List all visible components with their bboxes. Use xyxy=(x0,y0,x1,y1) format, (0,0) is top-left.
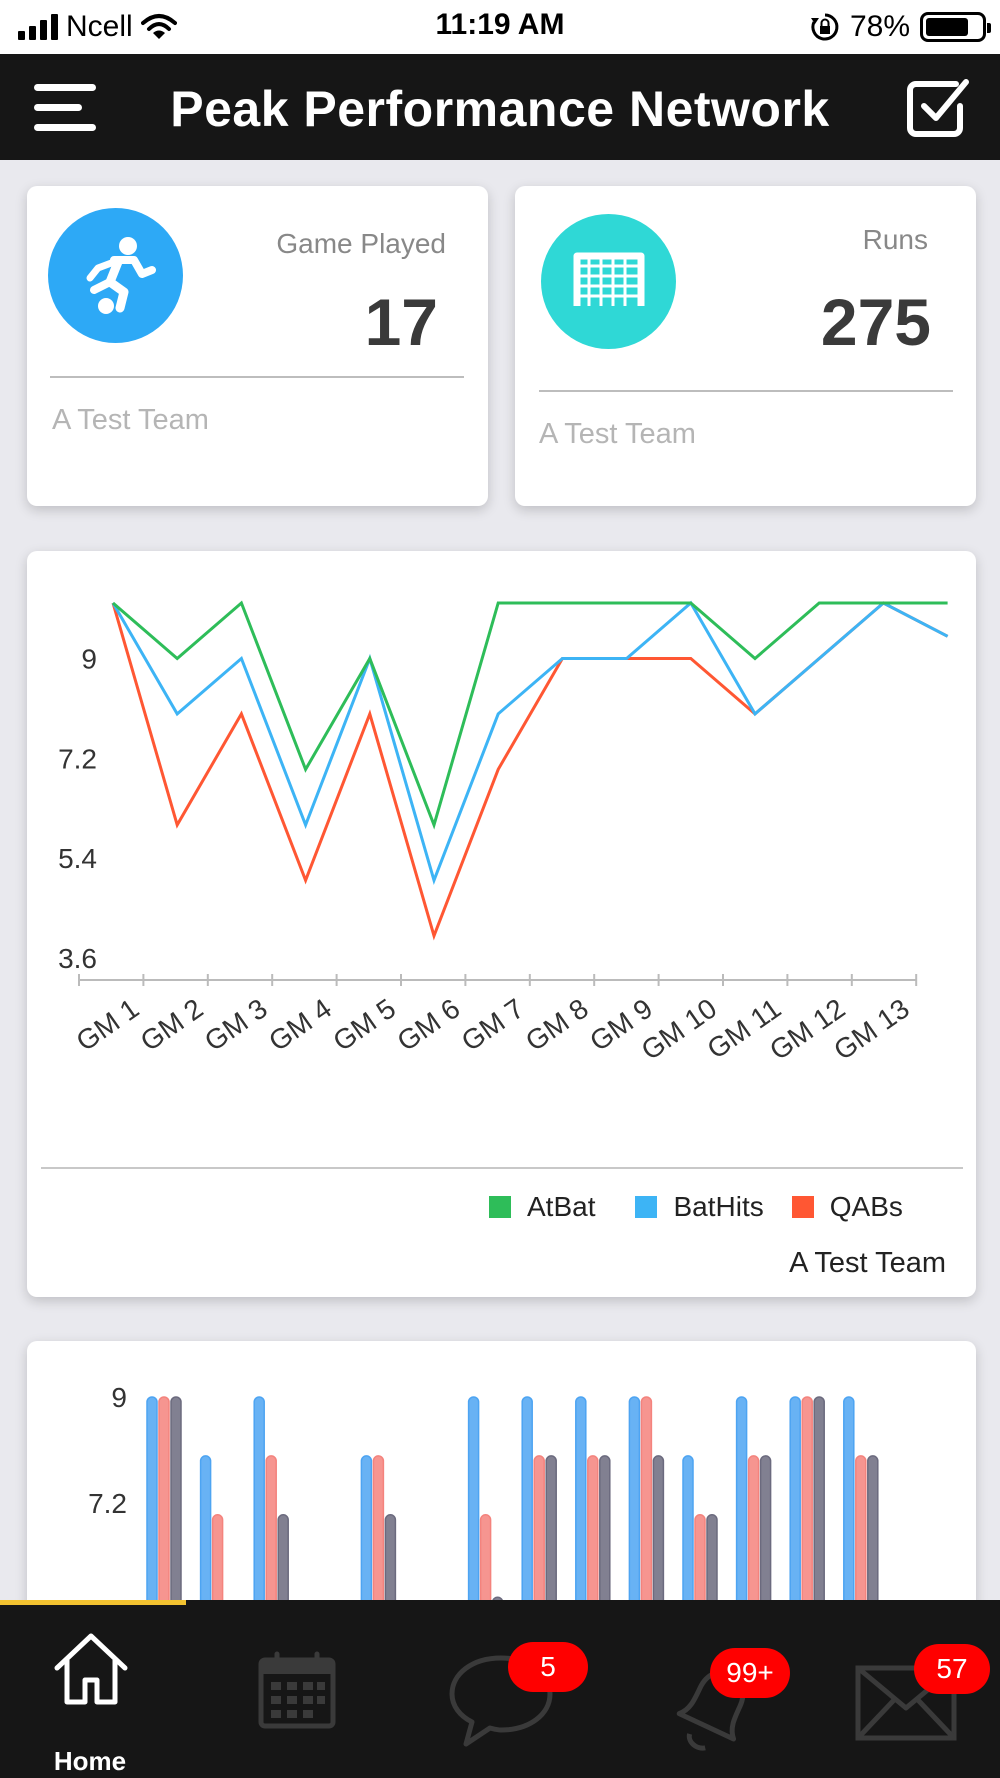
x-tick-label: GM 10 xyxy=(636,993,723,1067)
nav-notifications[interactable]: 99+ xyxy=(650,1600,800,1778)
x-tick-label: GM 1 xyxy=(71,993,145,1058)
x-tick-label: GM 7 xyxy=(456,993,530,1058)
nav-calendar[interactable] xyxy=(225,1600,345,1778)
x-tick-label: GM 8 xyxy=(520,993,594,1058)
soccer-player-icon xyxy=(48,208,183,343)
divider xyxy=(41,1167,963,1169)
hamburger-menu-icon[interactable] xyxy=(30,78,102,136)
calendar-icon xyxy=(258,1651,336,1729)
nav-messages[interactable]: 57 xyxy=(850,1600,1000,1778)
battery-percent: 78% xyxy=(849,10,910,43)
team-name: A Test Team xyxy=(789,1247,946,1279)
active-tab-indicator xyxy=(0,1600,186,1605)
team-name: A Test Team xyxy=(52,404,209,436)
status-time: 11:19 AM xyxy=(435,8,565,41)
stat-value: 17 xyxy=(364,285,438,359)
legend-atbat: AtBat xyxy=(527,1191,596,1222)
line-chart: 97.25.43.6GM 1GM 2GM 3GM 4GM 5GM 6GM 7GM… xyxy=(58,600,949,1067)
messages-badge: 57 xyxy=(914,1644,990,1694)
y-tick-label: 9 xyxy=(81,643,97,674)
home-icon xyxy=(54,1633,128,1705)
envelope-icon xyxy=(855,1665,957,1741)
line-chart-card: 9 7.2 5.4 3.6 GM 1 GM 2 GM 3 GM 4 GM 5 GM 6 GM 7 GM… xyxy=(27,551,976,1297)
stat-value: 275 xyxy=(820,285,931,359)
x-tick-label: GM 2 xyxy=(135,993,209,1058)
series-line-bathits xyxy=(111,600,949,885)
checkbox-icon[interactable] xyxy=(906,76,970,138)
divider xyxy=(50,376,464,378)
carrier-name: Ncell xyxy=(66,10,133,43)
x-tick-label: GM 6 xyxy=(392,993,466,1058)
page-title: Peak Performance Network xyxy=(170,81,830,137)
wifi-icon xyxy=(140,14,177,39)
y-tick-label: 7.2 xyxy=(88,1488,127,1519)
nav-home-label: Home xyxy=(53,1746,127,1776)
games-played-card[interactable]: Game Played 17 A Test Team xyxy=(27,186,488,506)
runs-card[interactable]: Runs 275 A Test Team xyxy=(515,186,976,506)
series-line-qabs xyxy=(111,601,949,941)
app-header: Peak Performance Network xyxy=(0,54,1000,160)
y-tick-label: 5.4 xyxy=(58,843,97,874)
goal-net-icon xyxy=(541,214,676,349)
team-name: A Test Team xyxy=(539,418,696,450)
signal-icon xyxy=(18,14,58,40)
x-tick-label: GM 13 xyxy=(828,993,915,1067)
x-tick-label: GM 5 xyxy=(327,993,401,1058)
bottom-nav: Home 5 99+ 57 xyxy=(0,1600,1000,1778)
y-tick-label: 7.2 xyxy=(58,743,97,774)
legend: AtBat BatHits QABs xyxy=(489,1191,903,1223)
y-tick-label: 9 xyxy=(111,1382,127,1413)
y-tick-label: 3.6 xyxy=(58,943,97,974)
nav-home[interactable]: Home xyxy=(0,1600,180,1778)
chat-badge: 5 xyxy=(508,1642,588,1692)
status-bar: Ncell 11:19 AM 78% xyxy=(0,0,1000,54)
battery-icon xyxy=(920,12,991,42)
x-tick-label: GM 3 xyxy=(199,993,273,1058)
legend-qabs: QABs xyxy=(829,1191,903,1222)
notifications-badge: 99+ xyxy=(710,1648,790,1698)
x-tick-label: GM 4 xyxy=(263,993,337,1058)
nav-chat[interactable]: 5 xyxy=(440,1600,590,1778)
stat-label: Runs xyxy=(862,224,928,255)
divider xyxy=(539,390,953,392)
rotation-lock-icon xyxy=(810,13,839,41)
legend-bathits: BatHits xyxy=(673,1191,764,1222)
series-line-atbat xyxy=(112,600,948,830)
stat-label: Game Played xyxy=(276,228,446,259)
